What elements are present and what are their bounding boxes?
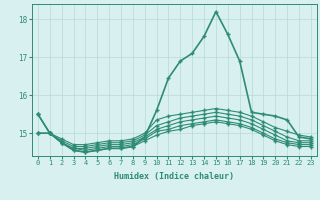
X-axis label: Humidex (Indice chaleur): Humidex (Indice chaleur) — [115, 172, 234, 181]
